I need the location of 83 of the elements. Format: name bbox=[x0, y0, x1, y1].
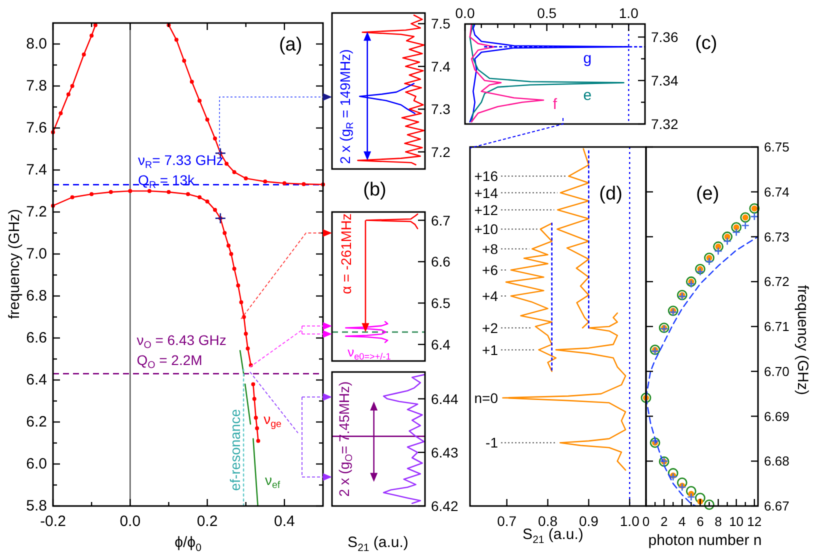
x-tick-label: 0.0 bbox=[455, 5, 475, 21]
y-tick-label: 6.7 bbox=[431, 212, 451, 228]
annotation: +4 bbox=[482, 288, 498, 304]
y-tick-label: 6.69 bbox=[764, 408, 790, 424]
x-tick-label: 0 bbox=[642, 514, 650, 529]
x-tick-label: 10 bbox=[729, 514, 744, 529]
y-tick-label: 7.4 bbox=[431, 58, 451, 74]
annotation: ν$_{O}$ = 6.43 GHz bbox=[136, 332, 226, 351]
annotation: +6 bbox=[482, 262, 498, 278]
annotation: ν$_{R}$= 7.33 GHz bbox=[138, 152, 224, 172]
text: (b) bbox=[363, 178, 386, 200]
y-tick-label: 7.4 bbox=[26, 162, 47, 178]
y-tick-label: 6.0 bbox=[26, 456, 47, 472]
x-tick-label: -0.2 bbox=[40, 513, 66, 530]
y-tick-label: 6.6 bbox=[431, 254, 451, 270]
y-tick-label: 7.3 bbox=[431, 101, 451, 118]
x-tick-label: 2 bbox=[660, 514, 668, 529]
y-tick-label: 6.44 bbox=[431, 390, 458, 407]
x-tick-label: 0.4 bbox=[274, 513, 295, 530]
y-tick-label: 7.8 bbox=[26, 78, 47, 94]
annotation: ν$_{e0=>+/-1}$ bbox=[348, 344, 391, 362]
x-axis-title: photon number n bbox=[648, 532, 762, 548]
y-axis-title: frequency (GHz) bbox=[794, 284, 812, 396]
annotation: -1 bbox=[486, 434, 498, 451]
y-tick-label: 6.4 bbox=[26, 372, 47, 388]
y-tick-label: 6.72 bbox=[764, 274, 790, 290]
x-tick-label: 12 bbox=[747, 514, 762, 529]
annotation: n=0 bbox=[474, 390, 498, 406]
x-tick-label: 0.7 bbox=[497, 513, 517, 529]
y-tick-label: 6.74 bbox=[764, 184, 790, 200]
x-tick-label: 8 bbox=[714, 514, 722, 529]
y-tick-label: 8.0 bbox=[26, 36, 47, 52]
y-tick-label: 6.4 bbox=[431, 336, 451, 352]
annotation: (a) bbox=[278, 34, 302, 56]
series-label: g bbox=[583, 50, 592, 66]
y-axis-title: frequency (GHz) bbox=[6, 208, 22, 320]
y-tick-label: 6.6 bbox=[26, 330, 47, 346]
annotation: (d) bbox=[599, 183, 622, 204]
annotation: +8 bbox=[482, 240, 498, 257]
annotation: +16 bbox=[474, 168, 498, 184]
y-tick-label: 6.8 bbox=[26, 288, 47, 304]
y-tick-label: 7.5 bbox=[431, 16, 451, 32]
x-tick-label: 4 bbox=[678, 514, 686, 529]
y-tick-label: 7.0 bbox=[26, 246, 47, 262]
x-tick-label: 0.2 bbox=[196, 513, 218, 530]
annotation: ν$_{ge}$ bbox=[264, 411, 282, 430]
y-tick-label: 6.73 bbox=[764, 229, 790, 244]
y-tick-label: 6.2 bbox=[26, 414, 47, 430]
series-label: e bbox=[583, 86, 592, 104]
annotation: +1 bbox=[482, 342, 498, 358]
x-tick-label: 0.0 bbox=[120, 513, 141, 530]
annotation: ν$_{ef}$ bbox=[264, 472, 280, 491]
y-tick-label: 6.43 bbox=[431, 444, 458, 460]
annotation: +10 bbox=[474, 221, 498, 238]
annotation: +2 bbox=[482, 320, 498, 336]
y-tick-label: 6.71 bbox=[764, 319, 790, 334]
y-tick-label: 7.36 bbox=[651, 29, 678, 46]
annotation: (e) bbox=[696, 183, 720, 204]
annotation: ef-resonance bbox=[226, 408, 243, 491]
annotation: +14 bbox=[474, 184, 498, 201]
y-tick-label: 6.5 bbox=[431, 295, 451, 312]
series-label: f bbox=[552, 96, 558, 112]
y-tick-label: 7.2 bbox=[431, 144, 451, 160]
x-axis-title: S$_{21}$ (a.u.) bbox=[348, 534, 408, 553]
annotation: Q$_{O}$ = 2.2M bbox=[136, 352, 202, 372]
y-tick-label: 7.6 bbox=[26, 120, 47, 136]
y-tick-label: 5.8 bbox=[26, 498, 47, 514]
y-tick-label: 6.70 bbox=[764, 364, 790, 379]
annotation: α = -261MHz bbox=[338, 213, 354, 294]
y-tick-label: 6.67 bbox=[764, 498, 790, 514]
y-tick-label: 6.75 bbox=[764, 140, 790, 154]
text: (c) bbox=[695, 32, 718, 54]
y-tick-label: 7.34 bbox=[651, 72, 678, 89]
y-tick-label: 6.42 bbox=[431, 498, 458, 514]
x-tick-label: 6 bbox=[696, 514, 704, 529]
y-tick-label: 6.68 bbox=[764, 454, 790, 469]
x-tick-label: 1.0 bbox=[618, 5, 639, 21]
y-tick-label: 7.2 bbox=[26, 204, 47, 220]
annotation: +12 bbox=[474, 202, 498, 218]
x-axis-title: ϕ/ϕ$_{0}$ bbox=[174, 534, 202, 553]
x-tick-label: 0.5 bbox=[537, 5, 557, 21]
x-tick-label: 1.0 bbox=[620, 513, 640, 529]
y-tick-label: 7.32 bbox=[651, 116, 678, 132]
